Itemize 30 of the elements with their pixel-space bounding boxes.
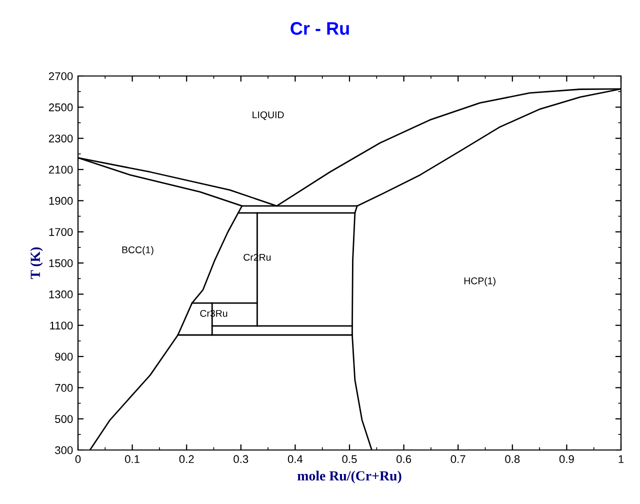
x-tick-label: 0.1 — [125, 455, 140, 464]
y-tick-label: 1700 — [49, 228, 73, 236]
y-tick-label: 900 — [55, 352, 73, 361]
y-tick-label: 700 — [55, 384, 73, 392]
x-tick-label: 0.6 — [396, 455, 412, 464]
y-axis-title: T (K) — [30, 247, 43, 280]
x-tick-label: 0.2 — [179, 455, 194, 464]
y-tick-label: 1300 — [49, 290, 73, 298]
y-tick-label: 2300 — [48, 134, 73, 142]
x-tick-label: 0 — [75, 455, 81, 464]
x-axis-title: mole Ru/(Cr+Ru) — [298, 470, 402, 484]
x-tick-label: 1 — [618, 455, 624, 463]
x-tick-label: 0.3 — [234, 455, 248, 464]
y-tick-label: 1500 — [49, 259, 73, 268]
x-tick-label: 0.9 — [559, 455, 574, 464]
y-tick-label: 2700 — [48, 72, 73, 80]
chart-title: Cr - Ru — [290, 22, 349, 35]
y-tick-label: 1900 — [49, 196, 73, 205]
x-tick-label: 0.8 — [505, 455, 520, 464]
y-tick-label: 300 — [55, 446, 73, 454]
annotation: BCC(1) — [122, 246, 154, 256]
y-tick-label: 2500 — [48, 103, 73, 112]
x-tick-label: 0.4 — [288, 455, 303, 464]
x-tick-label: 0.7 — [450, 455, 466, 464]
annotation: HCP(1) — [464, 277, 496, 286]
annotation: LIQUID — [252, 111, 284, 120]
y-tick-label: 1100 — [50, 322, 73, 330]
y-tick-label: 500 — [55, 415, 73, 423]
y-tick-label: 2100 — [48, 166, 73, 174]
x-tick-label: 0.5 — [342, 455, 357, 464]
